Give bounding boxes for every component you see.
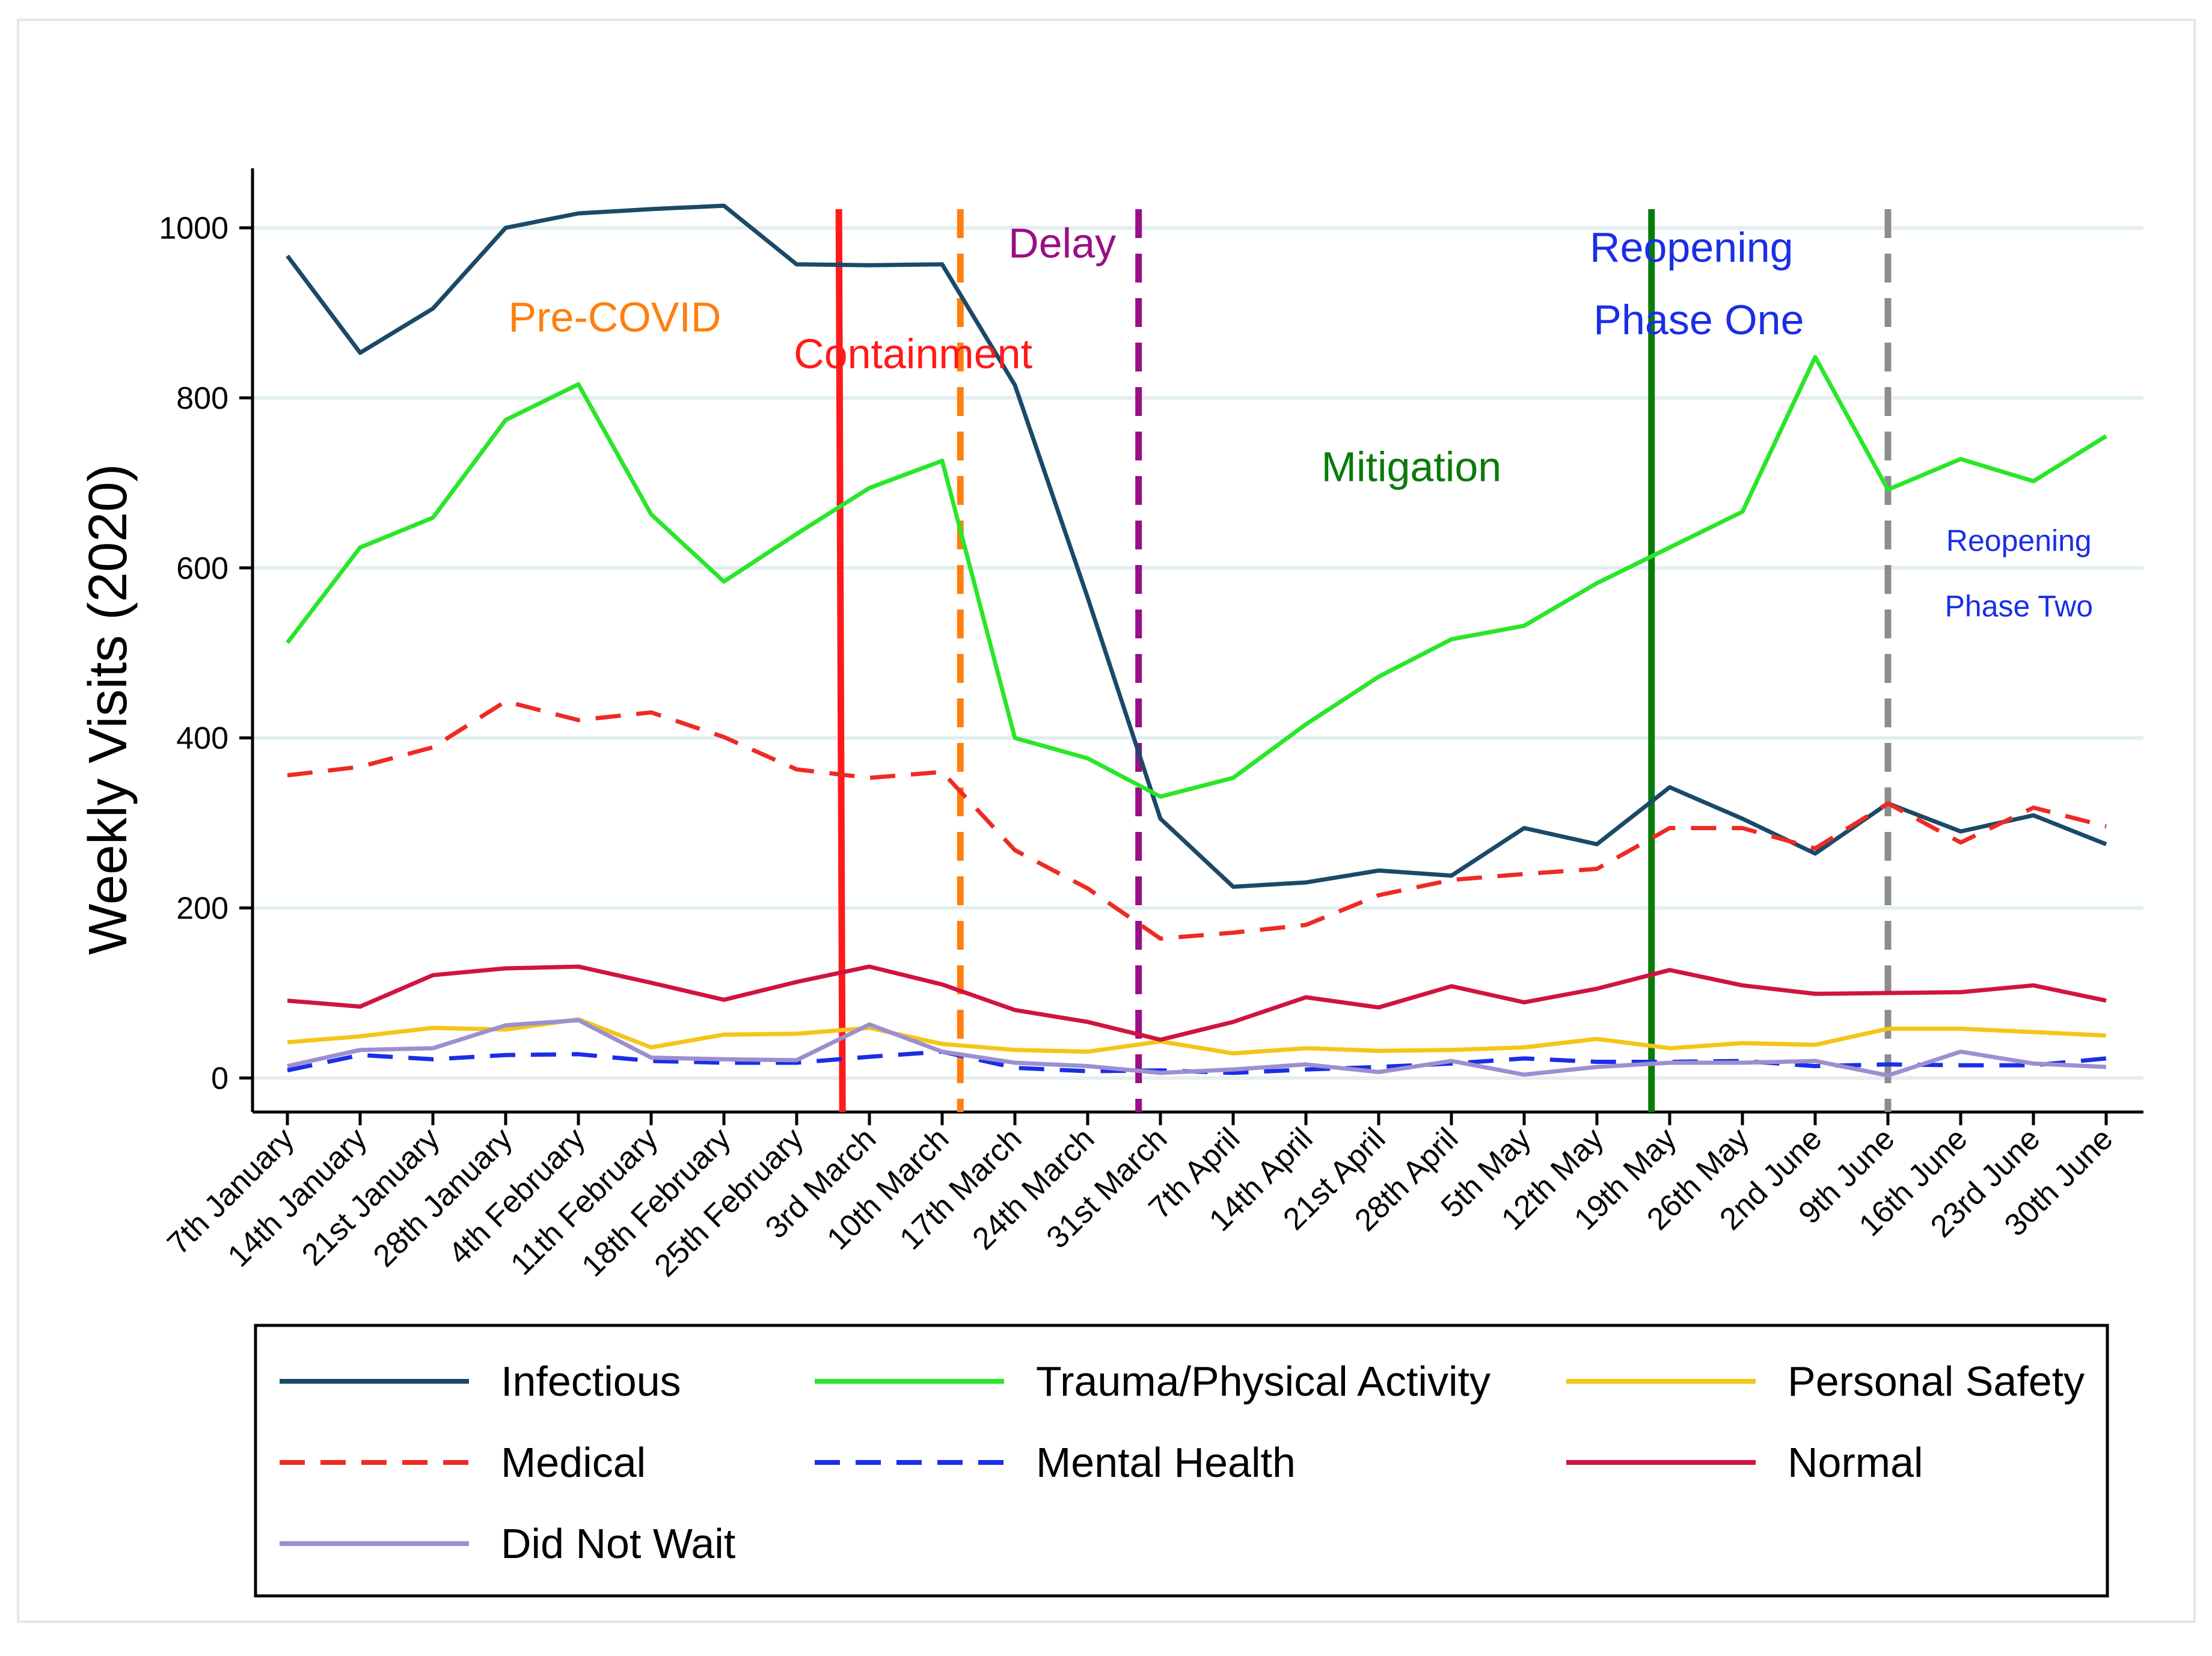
legend-label: Trauma/Physical Activity [1036,1358,1490,1405]
legend: Infectious Trauma/Physical Activity Person… [254,1324,2109,1598]
y-tick-label-200: 200 [176,891,228,926]
series-line-personal-safety [287,1017,2107,1056]
series-line-normal [287,964,2107,1042]
series-line-infectious [286,203,2107,889]
annotation-containment: Containment [794,330,1032,377]
series-line-trauma-physical-activity [286,355,2107,799]
annotation-reopen1_b: Phase One [1593,296,1804,343]
annotation-reopen1_a: Reopening [1590,224,1794,271]
phase-lines [835,209,1892,1113]
y-tick-label-800: 800 [176,381,228,416]
legend-box [254,1324,2109,1598]
series-lines [286,203,2107,1078]
annotation-mitigation: Mitigation [1322,444,1502,490]
gridlines [253,226,2143,1080]
annotation-reopen2_a: Reopening [1946,524,2092,557]
y-tick-label-0: 0 [211,1061,228,1096]
legend-label: Infectious [501,1358,681,1405]
annotation-delay: Delay [1008,220,1116,267]
y-axis-ticks: 0 200 400 600 800 1000 [159,211,253,1096]
legend-label: Did Not Wait [501,1520,735,1567]
annotation-precovid: Pre-COVID [509,294,722,341]
legend-label: Medical [501,1439,646,1486]
legend-label: Normal [1788,1439,1923,1486]
y-tick-label-400: 400 [176,721,228,756]
y-axis-label: Weekly Visits (2020) [78,464,138,955]
legend-label: Personal Safety [1788,1358,2085,1405]
legend-label: Mental Health [1036,1439,1296,1486]
axes [251,168,2143,1114]
y-tick-label-1000: 1000 [159,211,228,246]
annotation-reopen2_b: Phase Two [1945,589,2093,623]
series-line-did-not-wait [287,1018,2107,1078]
phase-annotations: Pre-COVID Containment Delay Mitigation Reope… [509,220,2094,623]
y-tick-label-600: 600 [176,551,228,586]
series-line-medical [287,699,2107,941]
phase-line-containment [835,209,846,1113]
figure-outer-border [17,19,2196,1623]
